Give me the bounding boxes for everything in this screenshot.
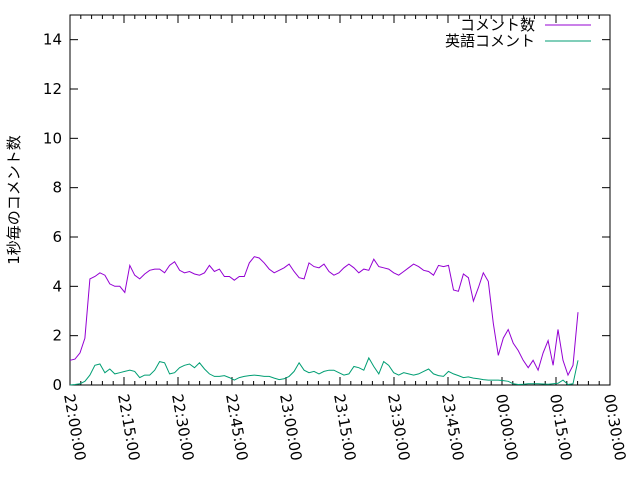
axes [69,14,611,386]
y-tick-labels: 0 2 4 6 8 10 12 14 [43,31,62,394]
y-tick-label: 0 [52,376,62,394]
legend-label-0: コメント数 [460,16,535,34]
y-tick-label: 8 [52,179,62,197]
series-lines [69,256,579,386]
y-axis-label: 1秒毎のコメント数 [5,135,23,265]
y-tick-label: 2 [52,327,62,345]
y-tick-label: 12 [43,80,62,98]
legend-label-1: 英語コメント [445,32,535,50]
y-tick-label: 4 [52,277,62,295]
legend: コメント数 英語コメント [445,16,591,50]
y-tick-label: 6 [52,228,62,246]
series-line-1 [69,356,579,386]
y-tick-label: 14 [43,31,62,49]
series-line-0 [69,256,579,377]
y-tick-label: 10 [43,129,62,147]
